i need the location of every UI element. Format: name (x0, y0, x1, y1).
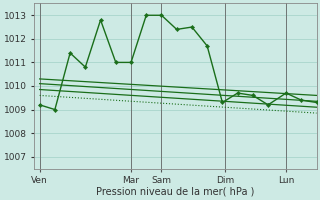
X-axis label: Pression niveau de la mer( hPa ): Pression niveau de la mer( hPa ) (96, 187, 254, 197)
